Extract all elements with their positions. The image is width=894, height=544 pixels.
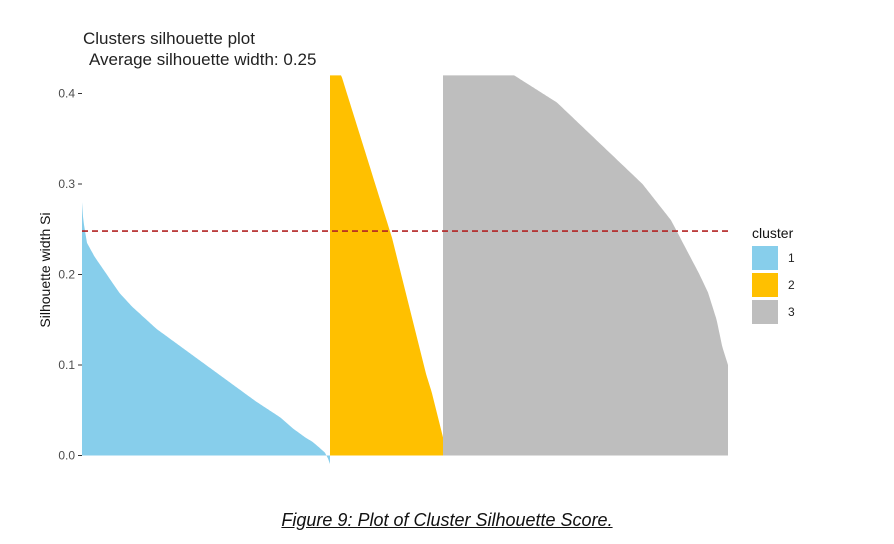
y-tick-label: 0.1 xyxy=(58,358,75,372)
y-tick-label: 0.4 xyxy=(58,87,75,101)
silhouette-chart: Clusters silhouette plot Average silhoue… xyxy=(37,29,795,464)
legend-label-cluster-3: 3 xyxy=(788,305,795,319)
cluster-1-silhouette-bars xyxy=(82,202,330,464)
legend-label-cluster-2: 2 xyxy=(788,278,795,292)
legend-swatch-cluster-1 xyxy=(752,246,778,270)
legend-title: cluster xyxy=(752,225,794,241)
figure-caption: Figure 9: Plot of Cluster Silhouette Sco… xyxy=(281,510,613,530)
y-axis: 0.0 0.1 0.2 0.3 0.4 xyxy=(58,87,82,463)
y-tick-label: 0.3 xyxy=(58,177,75,191)
y-tick-label: 0.0 xyxy=(58,449,75,463)
legend-label-cluster-1: 1 xyxy=(788,251,795,265)
y-axis-title: Silhouette width Si xyxy=(37,212,53,327)
cluster-2-silhouette-bars xyxy=(330,75,443,456)
y-tick-label: 0.2 xyxy=(58,268,75,282)
cluster-3-silhouette-bars xyxy=(443,75,728,456)
chart-subtitle: Average silhouette width: 0.25 xyxy=(89,50,316,69)
cluster-bars xyxy=(82,75,728,464)
legend-swatch-cluster-2 xyxy=(752,273,778,297)
legend: cluster 1 2 3 xyxy=(752,225,795,324)
legend-swatch-cluster-3 xyxy=(752,300,778,324)
chart-title: Clusters silhouette plot xyxy=(83,29,255,48)
